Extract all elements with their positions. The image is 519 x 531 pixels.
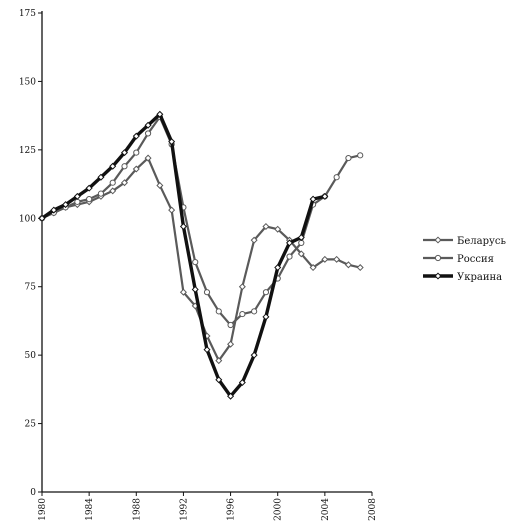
data-point xyxy=(215,308,222,315)
x-tick-label: 1980 xyxy=(38,498,48,521)
data-point xyxy=(215,376,223,384)
data-point xyxy=(321,255,329,263)
data-point xyxy=(227,321,234,329)
x-tick-label: 2000 xyxy=(274,498,284,521)
data-point xyxy=(132,132,140,140)
y-tick-label: 25 xyxy=(25,420,37,430)
series-3 xyxy=(38,110,329,400)
data-point xyxy=(321,192,329,200)
data-point xyxy=(109,187,117,195)
data-point xyxy=(274,264,282,272)
data-point xyxy=(309,195,317,203)
data-point xyxy=(179,288,187,296)
data-point xyxy=(133,149,140,156)
y-tick-label: 100 xyxy=(19,214,36,224)
legend-marker xyxy=(434,236,442,244)
data-point xyxy=(239,310,246,318)
data-point xyxy=(250,236,258,244)
data-point xyxy=(298,239,305,247)
chart-legend: Беларусь Россия Украина xyxy=(423,236,506,283)
legend-marker xyxy=(434,272,442,280)
y-tick-label: 50 xyxy=(25,351,37,361)
data-point xyxy=(297,250,305,258)
data-point xyxy=(144,130,152,137)
chart-series xyxy=(38,110,364,400)
data-point xyxy=(109,179,116,186)
data-point xyxy=(227,340,235,348)
data-point xyxy=(192,258,199,266)
x-tick-label: 1988 xyxy=(132,498,142,521)
data-point xyxy=(191,285,199,293)
y-axis-ticks: 0 25 50 75 100 125 150 175 xyxy=(19,9,42,498)
y-tick-label: 0 xyxy=(30,488,36,498)
data-point xyxy=(168,138,176,146)
data-point xyxy=(262,313,270,321)
data-point xyxy=(215,357,223,365)
data-point xyxy=(144,154,152,162)
data-point xyxy=(203,346,211,354)
data-point xyxy=(121,163,128,170)
data-point xyxy=(238,379,246,387)
y-tick-label: 150 xyxy=(19,77,36,87)
series-2 xyxy=(38,113,364,329)
data-point xyxy=(251,308,258,315)
data-point xyxy=(86,196,93,203)
data-point xyxy=(120,179,129,187)
data-point xyxy=(262,222,270,231)
data-point xyxy=(238,283,246,291)
data-point xyxy=(297,233,305,241)
data-point xyxy=(179,222,187,231)
y-tick-label: 175 xyxy=(19,9,36,19)
data-point xyxy=(227,392,235,400)
data-point xyxy=(344,261,352,269)
data-point xyxy=(333,174,340,181)
legend-label: Россия xyxy=(457,254,494,265)
series-line xyxy=(41,112,326,398)
data-point xyxy=(168,206,176,214)
data-point xyxy=(85,184,93,192)
data-point xyxy=(62,201,70,209)
data-point xyxy=(156,110,164,118)
data-point xyxy=(309,264,317,272)
legend-label: Украина xyxy=(457,272,502,283)
data-point xyxy=(345,154,352,162)
data-point xyxy=(357,152,364,159)
data-point xyxy=(285,239,294,247)
chart-axes xyxy=(41,11,372,493)
x-tick-label: 2004 xyxy=(321,498,331,521)
data-point xyxy=(356,264,364,272)
x-axis-ticks: 1980 1984 1988 1992 1996 2000 2004 2008 xyxy=(38,492,378,521)
x-tick-label: 2008 xyxy=(368,498,378,521)
y-tick-label: 75 xyxy=(25,283,37,293)
legend-marker xyxy=(434,254,442,262)
data-point xyxy=(333,255,341,263)
data-point xyxy=(156,181,164,189)
data-point xyxy=(73,192,81,200)
data-point xyxy=(250,351,258,359)
data-point xyxy=(286,253,293,260)
data-point xyxy=(97,173,105,181)
data-point xyxy=(97,190,105,197)
data-point xyxy=(132,165,140,173)
data-point xyxy=(109,162,117,170)
data-point xyxy=(120,149,129,157)
data-point xyxy=(203,289,211,296)
data-point xyxy=(50,206,58,214)
series-line xyxy=(41,115,361,327)
data-point xyxy=(74,198,81,205)
legend-label: Беларусь xyxy=(457,236,506,247)
data-point xyxy=(38,214,46,222)
x-tick-label: 1984 xyxy=(85,498,95,521)
data-point xyxy=(274,225,282,233)
data-point xyxy=(144,121,152,129)
x-tick-label: 1992 xyxy=(179,498,189,521)
x-tick-label: 1996 xyxy=(227,498,237,521)
y-tick-label: 125 xyxy=(19,146,36,156)
data-point xyxy=(262,289,270,296)
